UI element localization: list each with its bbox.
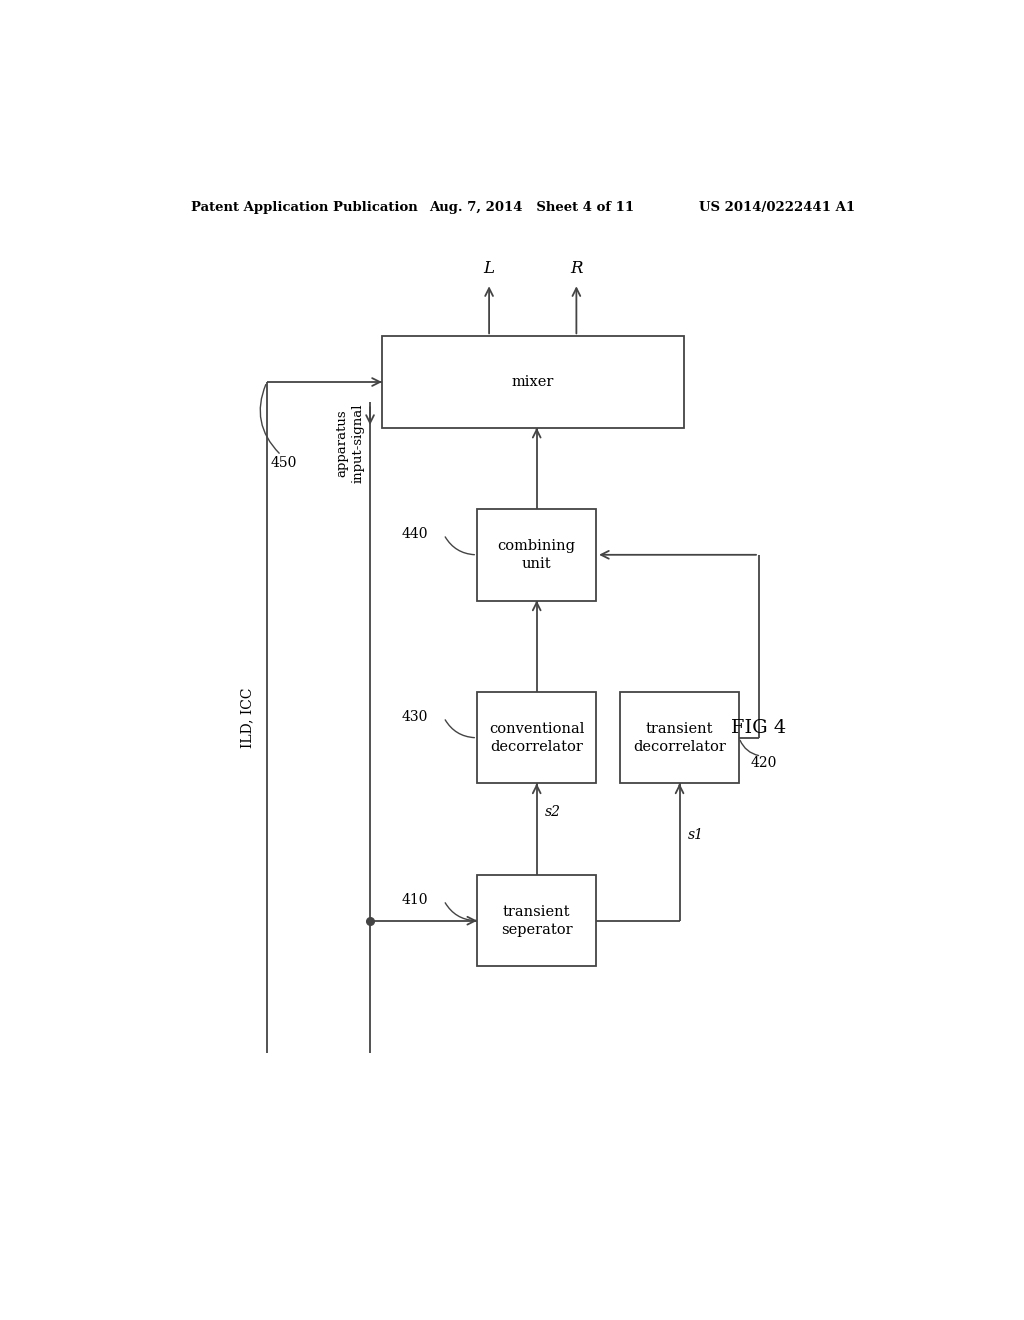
Text: combining
unit: combining unit [498,539,575,572]
Text: 430: 430 [401,710,428,725]
Text: R: R [570,260,583,277]
Text: FIG 4: FIG 4 [731,718,786,737]
Text: Aug. 7, 2014   Sheet 4 of 11: Aug. 7, 2014 Sheet 4 of 11 [430,201,635,214]
Bar [477,692,596,784]
Bar [477,510,596,601]
Text: 450: 450 [270,457,297,470]
Text: mixer: mixer [512,375,554,389]
Text: US 2014/0222441 A1: US 2014/0222441 A1 [699,201,855,214]
Text: apparatus
input-signal: apparatus input-signal [336,403,365,483]
Text: transient
decorrelator: transient decorrelator [633,722,726,754]
Bar [620,692,739,784]
Text: Patent Application Publication: Patent Application Publication [191,201,418,214]
Text: s2: s2 [545,805,561,818]
Text: s1: s1 [687,828,703,842]
Text: ILD, ICC: ILD, ICC [240,688,254,747]
Text: transient
seperator: transient seperator [501,904,572,937]
Bar [477,875,596,966]
Text: 440: 440 [401,528,428,541]
Text: conventional
decorrelator: conventional decorrelator [489,722,585,754]
Bar [382,337,684,428]
Text: L: L [483,260,495,277]
Text: 410: 410 [401,894,428,907]
Text: 420: 420 [751,756,777,770]
